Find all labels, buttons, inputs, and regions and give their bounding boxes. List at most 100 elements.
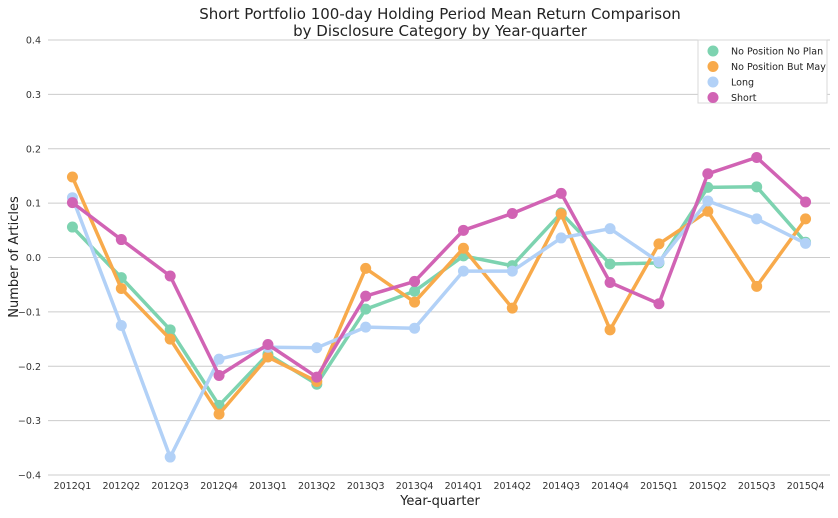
- x-tick-label: 2014Q4: [591, 481, 629, 492]
- data-point: [311, 342, 323, 354]
- series-3: [66, 151, 812, 383]
- x-tick-label: 2012Q3: [151, 481, 189, 492]
- x-tick-label: 2012Q1: [54, 481, 92, 492]
- data-point: [164, 270, 176, 282]
- data-point: [506, 302, 518, 314]
- data-point: [360, 290, 372, 302]
- data-point: [409, 285, 421, 297]
- data-point: [164, 333, 176, 345]
- y-tick-label: 0.1: [26, 199, 41, 210]
- data-point: [604, 277, 616, 289]
- y-tick-label: −0.4: [18, 471, 41, 482]
- data-point: [653, 256, 665, 268]
- y-axis-label: Number of Articles: [7, 196, 22, 318]
- data-point: [751, 280, 763, 292]
- series-line: [70, 155, 808, 379]
- series-line: [70, 175, 808, 416]
- x-tick-label: 2013Q1: [249, 481, 287, 492]
- data-point: [653, 298, 665, 310]
- x-tick-label: 2015Q2: [689, 481, 727, 492]
- legend-marker: [707, 92, 719, 103]
- data-point: [506, 207, 518, 219]
- data-point: [262, 351, 274, 363]
- data-point: [751, 181, 763, 193]
- data-point: [800, 196, 812, 208]
- data-point: [409, 296, 421, 308]
- y-tick-labels: −0.4 −0.3 −0.2 −0.1 0.0 0.1 0.2 0.3 0.4: [18, 36, 41, 482]
- y-tick-label: 0.3: [26, 90, 41, 101]
- x-tick-label: 2015Q3: [738, 481, 776, 492]
- data-point: [213, 353, 225, 365]
- legend: No Position No Plan No Position But May Lo…: [697, 39, 828, 104]
- x-tick-label: 2014Q3: [542, 481, 580, 492]
- data-point: [555, 232, 567, 244]
- data-point: [751, 151, 763, 163]
- data-point: [409, 322, 421, 334]
- data-point: [115, 234, 127, 246]
- x-tick-label: 2013Q3: [347, 481, 385, 492]
- data-point: [115, 319, 127, 331]
- x-tick-label: 2015Q1: [640, 481, 678, 492]
- data-point: [604, 258, 616, 270]
- series-lines: [66, 151, 812, 463]
- data-point: [604, 223, 616, 235]
- series-1: [66, 171, 812, 420]
- y-tick-label: 0.4: [26, 36, 41, 47]
- legend-label: No Position But May: [731, 62, 826, 73]
- data-point: [800, 237, 812, 249]
- data-point: [751, 213, 763, 225]
- legend-box: [697, 39, 828, 104]
- legend-marker: [707, 45, 719, 57]
- x-tick-label: 2014Q1: [445, 481, 483, 492]
- y-tick-label: −0.1: [18, 307, 41, 318]
- data-point: [555, 208, 567, 220]
- data-point: [800, 213, 812, 225]
- data-point: [164, 451, 176, 463]
- x-axis-label: Year-quarter: [399, 494, 480, 509]
- data-point: [409, 275, 421, 287]
- data-point: [702, 168, 714, 180]
- x-tick-label: 2015Q4: [787, 481, 825, 492]
- data-point: [555, 187, 567, 199]
- data-point: [311, 371, 323, 383]
- data-point: [262, 339, 274, 350]
- y-tick-label: 0.0: [26, 253, 41, 264]
- chart-subtitle: by Disclosure Category by Year-quarter: [293, 22, 588, 40]
- data-point: [604, 324, 616, 336]
- series-line: [70, 195, 808, 459]
- data-point: [360, 262, 372, 274]
- data-point: [457, 224, 469, 236]
- data-point: [360, 303, 372, 315]
- legend-label: Short: [731, 93, 757, 104]
- series-2: [66, 192, 812, 463]
- data-point: [653, 238, 665, 250]
- x-tick-label: 2012Q2: [102, 481, 140, 492]
- legend-marker: [707, 76, 719, 88]
- data-point: [66, 197, 78, 209]
- chart-title: Short Portfolio 100-day Holding Period M…: [199, 5, 681, 23]
- data-point: [66, 171, 78, 183]
- data-point: [457, 242, 469, 254]
- data-point: [213, 369, 225, 381]
- y-tick-label: −0.2: [18, 362, 41, 373]
- data-point: [115, 282, 127, 294]
- legend-marker: [707, 61, 719, 72]
- legend-label: No Position No Plan: [731, 47, 823, 58]
- x-tick-label: 2013Q4: [396, 481, 434, 492]
- data-point: [360, 321, 372, 333]
- data-point: [457, 265, 469, 277]
- x-tick-label: 2013Q2: [298, 481, 336, 492]
- data-point: [213, 408, 225, 420]
- data-point: [164, 324, 176, 336]
- data-point: [702, 205, 714, 217]
- data-point: [506, 265, 518, 277]
- legend-label: Long: [731, 78, 754, 89]
- x-tick-label: 2012Q4: [200, 481, 238, 492]
- data-point: [66, 221, 78, 233]
- data-point: [702, 195, 714, 207]
- y-tick-label: −0.3: [18, 416, 41, 427]
- x-tick-labels: 2012Q1 2012Q2 2012Q3 2012Q4 2013Q1 2013Q2 2013…: [54, 481, 825, 492]
- x-tick-label: 2014Q2: [493, 481, 531, 492]
